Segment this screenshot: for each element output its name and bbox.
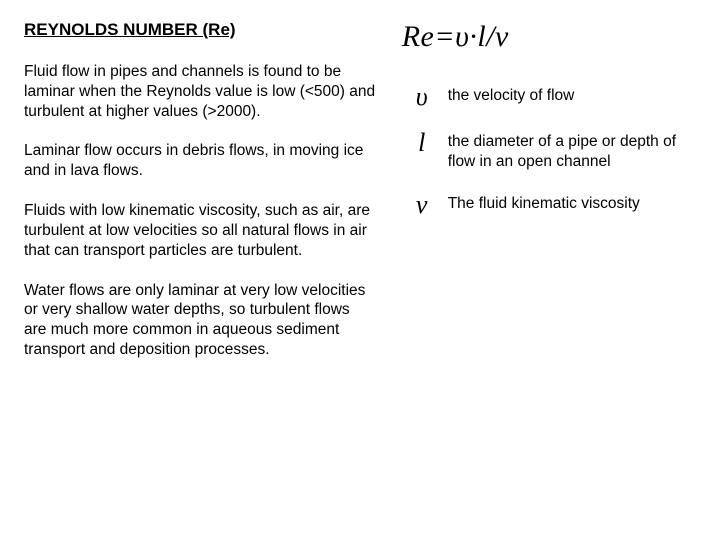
symbol-v: υ [396, 84, 448, 110]
formula-eq: = [434, 20, 455, 53]
paragraph-3: Fluids with low kinematic viscosity, suc… [24, 201, 376, 260]
left-column: REYNOLDS NUMBER (Re) Fluid flow in pipes… [24, 20, 388, 520]
formula-slash: / [486, 20, 495, 53]
desc-v: the velocity of flow [448, 84, 575, 106]
page-title: REYNOLDS NUMBER (Re) [24, 20, 376, 40]
formula-l: l [477, 20, 486, 53]
legend-row-length: l the diameter of a pipe or depth of flo… [396, 130, 696, 172]
formula-nu: ν [495, 20, 509, 53]
formula-v: υ [455, 20, 469, 53]
desc-l: the diameter of a pipe or depth of flow … [448, 130, 696, 172]
symbol-nu: ν [396, 192, 448, 218]
paragraph-4: Water flows are only laminar at very low… [24, 281, 376, 360]
paragraph-2: Laminar flow occurs in debris flows, in … [24, 141, 376, 181]
symbol-l: l [396, 130, 448, 156]
formula-lhs: Re [402, 20, 435, 53]
right-column: Re=υ·l/ν υ the velocity of flow l the di… [388, 20, 696, 520]
reynolds-formula: Re=υ·l/ν [396, 20, 696, 54]
legend-row-velocity: υ the velocity of flow [396, 84, 696, 110]
legend-row-viscosity: ν The fluid kinematic viscosity [396, 192, 696, 218]
desc-nu: The fluid kinematic viscosity [448, 192, 640, 214]
paragraph-1: Fluid flow in pipes and channels is foun… [24, 62, 376, 121]
